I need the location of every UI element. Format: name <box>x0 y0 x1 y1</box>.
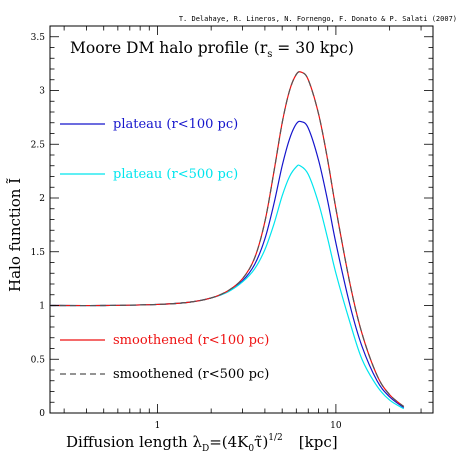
y-tick-label: 3 <box>39 87 45 97</box>
y-axis-label: Halo function Ĩ <box>6 178 24 292</box>
credit-text: T. Delahaye, R. Lineros, N. Fornengo, F.… <box>179 15 457 23</box>
legend: plateau (r<100 pc) plateau (r<500 pc) smoo… <box>60 117 269 382</box>
legend-label-plateau-r-500-pc: plateau (r<500 pc) <box>113 167 238 182</box>
y-tick-label: 1 <box>39 302 45 312</box>
series-line-plateau-r-100-pc <box>49 120 405 409</box>
plot-frame <box>49 25 434 414</box>
x-axis-label: Diffusion length λD=(4K0τ̃)1/2 [kpc] <box>66 433 338 454</box>
x-tick-label: 10 <box>330 421 342 431</box>
x-tick-label: 1 <box>155 421 161 431</box>
series-line-smoothened-r-500-pc <box>49 71 405 408</box>
chart-title: Moore DM halo profile (rs = 30 kpc) <box>70 39 354 60</box>
legend-label-smoothened-r-500-pc: smoothened (r<500 pc) <box>113 367 269 382</box>
y-tick-label: 3.5 <box>31 33 46 43</box>
legend-label-plateau-r-100-pc: plateau (r<100 pc) <box>113 117 238 132</box>
series-layer <box>49 71 405 410</box>
y-tick-label: 1.5 <box>31 248 46 258</box>
y-tick-label: 2.5 <box>31 140 46 150</box>
y-tick-label: 0 <box>39 409 45 419</box>
y-tick-label: 0.5 <box>31 355 46 365</box>
ticks-layer: 1 10 0 0.5 1 1.5 2 2.5 3 3.5 <box>31 25 433 431</box>
y-tick-label: 2 <box>39 194 45 204</box>
legend-label-smoothened-r-100-pc: smoothened (r<100 pc) <box>113 333 269 348</box>
